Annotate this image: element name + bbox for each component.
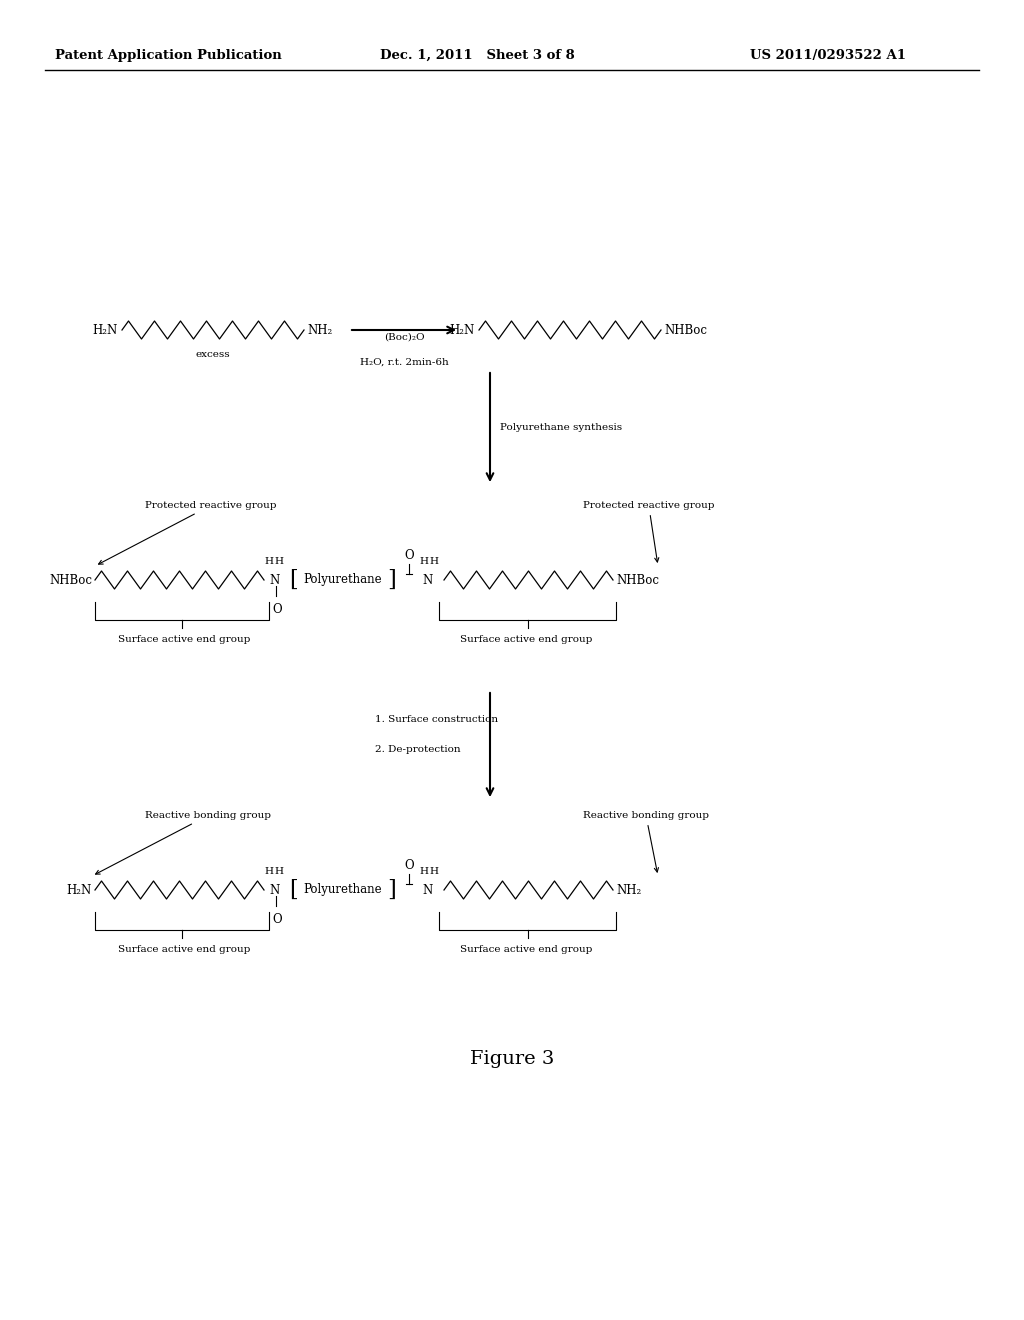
- Text: O: O: [272, 913, 282, 927]
- Text: H: H: [274, 557, 284, 566]
- Text: Surface active end group: Surface active end group: [119, 945, 251, 954]
- Text: Surface active end group: Surface active end group: [119, 635, 251, 644]
- Text: H₂N: H₂N: [450, 323, 475, 337]
- Text: NHBoc: NHBoc: [664, 323, 707, 337]
- Text: Surface active end group: Surface active end group: [461, 635, 593, 644]
- Text: H: H: [264, 867, 273, 876]
- Text: N: N: [269, 883, 280, 896]
- Text: H₂N: H₂N: [93, 323, 118, 337]
- Text: H: H: [420, 557, 428, 566]
- Text: Figure 3: Figure 3: [470, 1049, 554, 1068]
- Text: N: N: [269, 573, 280, 586]
- Text: (Boc)₂O: (Boc)₂O: [384, 333, 424, 342]
- Text: Patent Application Publication: Patent Application Publication: [55, 49, 282, 62]
- Text: NHBoc: NHBoc: [616, 573, 659, 586]
- Text: H: H: [429, 557, 438, 566]
- Text: H₂N: H₂N: [67, 883, 92, 896]
- Text: ]: ]: [387, 879, 395, 902]
- Text: ]: ]: [387, 569, 395, 591]
- Text: Reactive bonding group: Reactive bonding group: [95, 810, 271, 874]
- Text: Polyurethane: Polyurethane: [303, 883, 382, 896]
- Text: H₂O, r.t. 2min-6h: H₂O, r.t. 2min-6h: [359, 358, 449, 367]
- Text: NH₂: NH₂: [616, 883, 641, 896]
- Text: N: N: [422, 883, 432, 896]
- Text: Surface active end group: Surface active end group: [461, 945, 593, 954]
- Text: 2. De-protection: 2. De-protection: [375, 744, 461, 754]
- Text: NHBoc: NHBoc: [49, 573, 92, 586]
- Text: Protected reactive group: Protected reactive group: [98, 502, 276, 564]
- Text: H: H: [274, 867, 284, 876]
- Text: Dec. 1, 2011   Sheet 3 of 8: Dec. 1, 2011 Sheet 3 of 8: [380, 49, 574, 62]
- Text: [: [: [289, 569, 298, 591]
- Text: Polyurethane synthesis: Polyurethane synthesis: [500, 422, 623, 432]
- Text: Polyurethane: Polyurethane: [303, 573, 382, 586]
- Text: excess: excess: [196, 350, 230, 359]
- Text: O: O: [272, 603, 282, 616]
- Text: N: N: [422, 573, 432, 586]
- Text: O: O: [404, 859, 414, 873]
- Text: H: H: [420, 867, 428, 876]
- Text: US 2011/0293522 A1: US 2011/0293522 A1: [750, 49, 906, 62]
- Text: Protected reactive group: Protected reactive group: [583, 502, 715, 562]
- Text: Reactive bonding group: Reactive bonding group: [583, 810, 709, 873]
- Text: H: H: [429, 867, 438, 876]
- Text: 1. Surface construction: 1. Surface construction: [375, 715, 498, 723]
- Text: H: H: [264, 557, 273, 566]
- Text: O: O: [404, 549, 414, 562]
- Text: NH₂: NH₂: [307, 323, 332, 337]
- Text: [: [: [289, 879, 298, 902]
